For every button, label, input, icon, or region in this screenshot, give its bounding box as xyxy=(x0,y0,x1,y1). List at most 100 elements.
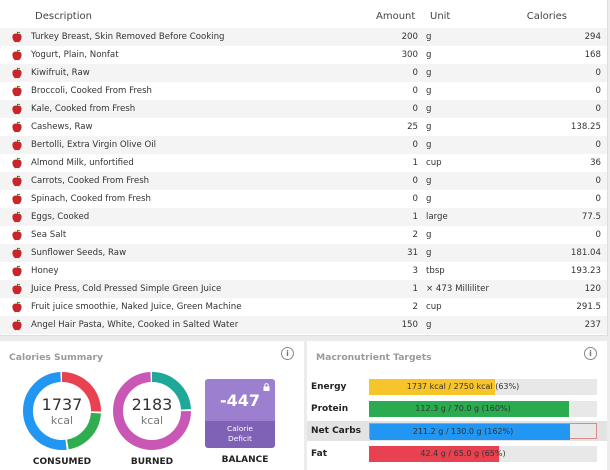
food-amount[interactable]: 0 xyxy=(412,104,418,114)
consumed-donut-chart xyxy=(23,372,101,450)
food-description: Kiwifruit, Raw xyxy=(31,68,90,78)
table-row[interactable]: Kale, Cooked from Fresh 0 g 0 xyxy=(0,100,607,118)
info-icon[interactable]: i xyxy=(584,347,597,360)
table-row[interactable]: Carrots, Cooked From Fresh 0 g 0 xyxy=(0,172,607,190)
food-amount[interactable]: 2 xyxy=(412,230,418,240)
balance-tile-bottom xyxy=(205,421,275,448)
balance-tile-top xyxy=(205,379,275,421)
macro-row-net-carbs[interactable]: Net Carbs 211.2 g / 130.0 g (162%) xyxy=(307,421,607,441)
balance-tile[interactable]: -447 Calorie Deficit xyxy=(205,379,275,448)
food-calories: 181.04 xyxy=(570,248,601,258)
table-row[interactable]: Turkey Breast, Skin Removed Before Cooki… xyxy=(0,28,607,46)
food-calories: 294 xyxy=(584,32,601,42)
food-unit[interactable]: g xyxy=(426,320,432,330)
table-row[interactable]: Kiwifruit, Raw 0 g 0 xyxy=(0,64,607,82)
food-unit[interactable]: g xyxy=(426,50,432,60)
food-unit[interactable]: cup xyxy=(426,158,442,168)
table-row[interactable]: Yogurt, Plain, Nonfat 300 g 168 xyxy=(0,46,607,64)
macro-row-protein[interactable]: Protein 112.3 g / 70.0 g (160%) xyxy=(307,399,607,419)
food-description: Bertolli, Extra Virgin Olive Oil xyxy=(31,140,157,150)
apple-icon xyxy=(11,139,23,151)
food-description: Carrots, Cooked From Fresh xyxy=(31,176,150,186)
macronutrient-targets-title: Macronutrient Targets xyxy=(316,352,432,363)
apple-icon xyxy=(11,193,23,205)
food-unit[interactable]: g xyxy=(426,194,432,204)
apple-icon xyxy=(11,319,23,331)
macronutrient-targets-panel: Macronutrient Targets i Energy 1737 kcal … xyxy=(307,341,607,470)
food-amount[interactable]: 0 xyxy=(412,194,418,204)
apple-icon xyxy=(11,265,23,277)
table-row[interactable]: Honey 3 tbsp 193.23 xyxy=(0,262,607,280)
table-row[interactable]: Almond Milk, unfortified 1 cup 36 xyxy=(0,154,607,172)
food-calories: 0 xyxy=(595,68,601,78)
food-unit[interactable]: tbsp xyxy=(426,266,445,276)
food-unit[interactable]: g xyxy=(426,86,432,96)
table-row[interactable]: Broccoli, Cooked From Fresh 0 g 0 xyxy=(0,82,607,100)
table-row[interactable]: Cashews, Raw 25 g 138.25 xyxy=(0,118,607,136)
food-amount[interactable]: 0 xyxy=(412,86,418,96)
food-calories: 237 xyxy=(584,320,601,330)
food-amount[interactable]: 1 xyxy=(412,158,418,168)
apple-icon xyxy=(11,85,23,97)
food-unit[interactable]: g xyxy=(426,122,432,132)
table-row[interactable]: Eggs, Cooked 1 large 77.5 xyxy=(0,208,607,226)
food-amount[interactable]: 2 xyxy=(412,302,418,312)
food-unit[interactable]: g xyxy=(426,32,432,42)
food-amount[interactable]: 31 xyxy=(407,248,418,258)
food-amount[interactable]: 25 xyxy=(407,122,418,132)
table-row[interactable]: Fruit juice smoothie, Naked Juice, Green… xyxy=(0,298,607,316)
food-description: Kale, Cooked from Fresh xyxy=(31,104,136,114)
macro-name: Protein xyxy=(311,404,349,414)
food-unit[interactable]: g xyxy=(426,176,432,186)
consumed-ring[interactable]: 1737 kcal xyxy=(22,371,102,451)
food-amount[interactable]: 1 xyxy=(412,212,418,222)
food-unit[interactable]: g xyxy=(426,140,432,150)
food-unit[interactable]: g xyxy=(426,230,432,240)
food-amount[interactable]: 300 xyxy=(401,50,418,60)
food-calories: 0 xyxy=(595,86,601,96)
header-calories[interactable]: Calories xyxy=(526,11,567,22)
table-row[interactable]: Sea Salt 2 g 0 xyxy=(0,226,607,244)
food-amount[interactable]: 1 xyxy=(412,284,418,294)
table-row[interactable]: Angel Hair Pasta, White, Cooked in Salte… xyxy=(0,316,607,334)
consumed-ring-segment xyxy=(23,372,101,450)
food-amount[interactable]: 0 xyxy=(412,68,418,78)
macro-row-fat[interactable]: Fat 42.4 g / 65.0 g (65%) xyxy=(307,444,607,464)
food-unit[interactable]: large xyxy=(426,212,448,222)
table-row[interactable]: Sunflower Seeds, Raw 31 g 181.04 xyxy=(0,244,607,262)
header-description[interactable]: Description xyxy=(35,11,92,22)
macro-progress-fill xyxy=(370,424,570,440)
info-icon[interactable]: i xyxy=(281,347,294,360)
burned-value: 2183 xyxy=(131,395,173,414)
header-amount[interactable]: Amount xyxy=(376,11,416,22)
food-calories: 120 xyxy=(584,284,601,294)
food-calories: 0 xyxy=(595,140,601,150)
food-unit[interactable]: cup xyxy=(426,302,442,312)
macro-progress-text: 42.4 g / 65.0 g (65%) xyxy=(420,449,506,458)
food-amount[interactable]: 3 xyxy=(412,266,418,276)
header-unit[interactable]: Unit xyxy=(430,11,451,22)
food-description: Honey xyxy=(31,266,59,276)
macro-row-energy[interactable]: Energy 1737 kcal / 2750 kcal (63%) xyxy=(307,377,607,397)
lock-icon xyxy=(263,383,270,391)
food-unit[interactable]: g xyxy=(426,68,432,78)
food-amount[interactable]: 150 xyxy=(401,320,418,330)
apple-icon xyxy=(11,283,23,295)
food-description: Almond Milk, unfortified xyxy=(31,158,134,168)
food-unit[interactable]: g xyxy=(426,248,432,258)
table-row[interactable]: Spinach, Cooked from Fresh 0 g 0 xyxy=(0,190,607,208)
food-description: Fruit juice smoothie, Naked Juice, Green… xyxy=(31,302,242,312)
food-amount[interactable]: 0 xyxy=(412,176,418,186)
food-unit[interactable]: × 473 Milliliter xyxy=(426,284,489,294)
apple-icon xyxy=(11,31,23,43)
table-row[interactable]: Juice Press, Cold Pressed Simple Green J… xyxy=(0,280,607,298)
burned-ring[interactable]: 2183 kcal xyxy=(112,371,192,451)
food-description: Sunflower Seeds, Raw xyxy=(31,248,127,258)
food-amount[interactable]: 0 xyxy=(412,140,418,150)
food-unit[interactable]: g xyxy=(426,104,432,114)
food-amount[interactable]: 200 xyxy=(401,32,418,42)
food-calories: 0 xyxy=(595,230,601,240)
table-row[interactable]: Bertolli, Extra Virgin Olive Oil 0 g 0 xyxy=(0,136,607,154)
apple-icon xyxy=(11,301,23,313)
